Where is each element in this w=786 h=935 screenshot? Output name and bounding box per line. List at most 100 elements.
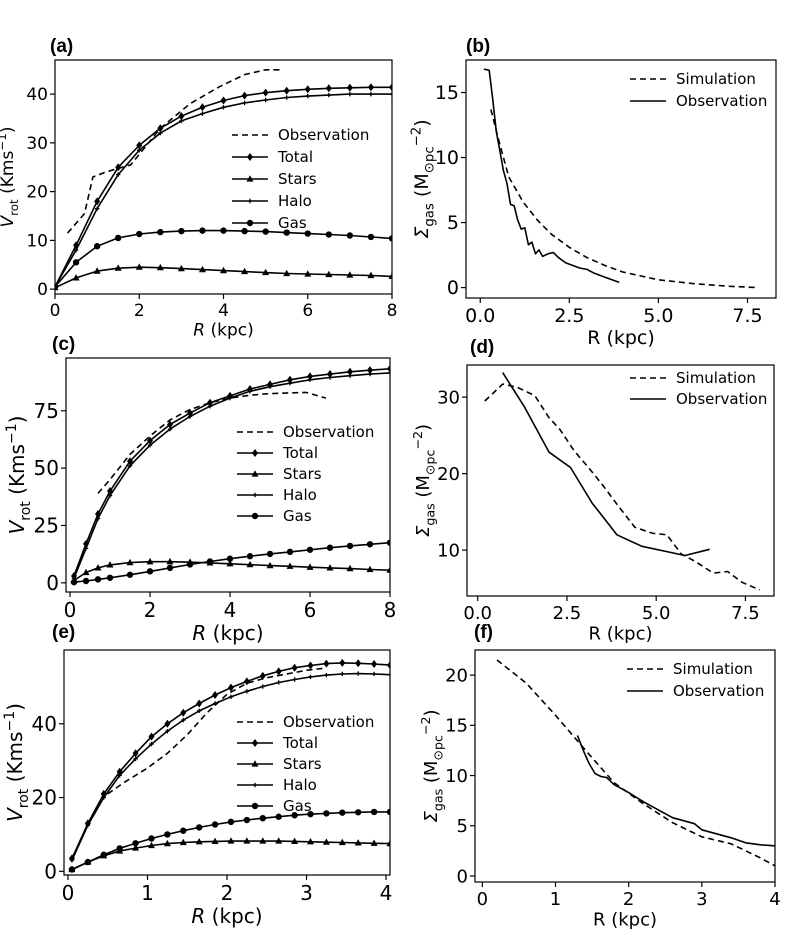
point-gas [195, 824, 203, 831]
point-halo [327, 375, 333, 380]
point-gas [388, 235, 392, 242]
point-halo [73, 247, 79, 253]
legend-label-halo: Halo [278, 192, 312, 210]
x-tick-label: 0 [50, 301, 61, 321]
point-total [148, 732, 155, 741]
point-halo [387, 672, 390, 677]
point-gas [82, 577, 90, 585]
point-halo [292, 677, 297, 682]
point-total [275, 667, 282, 676]
point-stars [135, 263, 143, 270]
y-axis-label: Vrot (Kms−1) [4, 416, 34, 535]
panel-c: (c) 0 2 4 6 8 0 25 50 75 R (kpc) Vrot (Kms−1) Observ… [4, 334, 396, 645]
point-halo [147, 442, 153, 448]
point-halo [284, 95, 289, 100]
point-total [227, 683, 234, 692]
point-stars [166, 557, 174, 565]
point-halo [263, 97, 268, 103]
point-total [167, 420, 173, 429]
point-halo [137, 147, 142, 153]
series-stars [68, 837, 390, 873]
panel-label-c: (c) [52, 334, 75, 355]
point-gas [307, 810, 314, 818]
point-total [367, 366, 373, 375]
point-stars [283, 269, 291, 277]
point-halo [308, 674, 313, 680]
point-total [147, 436, 153, 445]
point-total [241, 91, 248, 100]
point-gas [283, 229, 290, 236]
legend-marker-stars [251, 760, 259, 767]
x-tick-label: 2 [134, 301, 145, 321]
line-gas [73, 541, 390, 583]
y-axis-label: Σgas (M⊙pc−2) [410, 424, 438, 537]
point-stars [354, 839, 362, 846]
line-simulation [496, 659, 775, 867]
point-total [339, 658, 346, 667]
point-stars [211, 837, 219, 845]
x-tick-label: 2.5 [554, 305, 584, 327]
point-stars [72, 274, 80, 281]
point-gas [180, 827, 187, 834]
line-simulation [490, 109, 759, 289]
y-tick-label: 40 [26, 85, 48, 105]
point-gas [243, 816, 251, 824]
point-gas [367, 233, 375, 241]
point-total [367, 83, 374, 92]
point-stars [114, 264, 122, 271]
point-halo [324, 672, 329, 678]
y-tick-label: 30 [26, 134, 48, 154]
line-observation [97, 391, 327, 494]
x-tick-label: 3 [300, 881, 313, 905]
point-gas [178, 227, 185, 235]
legend-label-total: Total [277, 148, 313, 166]
point-gas [262, 228, 269, 235]
point-stars [132, 844, 140, 851]
legend-marker-gas [251, 512, 259, 520]
point-gas [323, 810, 330, 817]
y-tick-label: 0 [447, 277, 459, 299]
point-halo [200, 111, 205, 116]
legend-label-observation: Observation [283, 713, 374, 731]
point-stars [195, 838, 203, 845]
point-halo [181, 717, 186, 723]
legend: Simulation Observation [627, 660, 764, 700]
panel-d: (d) 0.0 2.5 5.0 7.5 10 20 30 R (kpc) Σgas (M⊙pc−2… [410, 337, 775, 645]
point-gas [55, 283, 59, 290]
point-gas [84, 858, 92, 866]
point-total [259, 671, 266, 680]
legend-marker-gas [246, 219, 254, 227]
series-simulation [484, 383, 761, 591]
legend-marker-stars [246, 175, 254, 182]
y-tick-label: 5 [457, 816, 468, 837]
x-axis-label: R (kpc) [193, 321, 253, 341]
point-total [346, 83, 353, 92]
y-tick-label: 10 [445, 766, 468, 787]
point-total [196, 699, 203, 708]
point-total [389, 83, 392, 92]
point-total [212, 691, 219, 699]
y-axis-label: Vrot (Kms−1) [0, 127, 21, 228]
point-gas [370, 808, 378, 816]
legend-label-observation: Observation [673, 682, 764, 700]
point-total [287, 375, 293, 384]
x-axis-label: R (kpc) [587, 327, 655, 349]
series-total [55, 83, 392, 291]
x-tick-label: 7.5 [732, 305, 762, 327]
point-stars [326, 564, 334, 571]
x-tick-label: 5.0 [643, 305, 673, 327]
legend-label-gas: Gas [278, 214, 307, 232]
point-gas [164, 831, 171, 838]
point-gas [339, 809, 346, 816]
y-tick-label: 20 [437, 464, 460, 485]
legend-label-stars: Stars [278, 170, 317, 188]
x-tick-label: 2 [221, 881, 234, 905]
point-halo [69, 858, 75, 863]
legend-label-gas: Gas [283, 507, 312, 525]
y-tick-label: 20 [26, 183, 48, 203]
point-stars [226, 559, 234, 567]
plot-frame [474, 649, 776, 883]
point-halo [221, 105, 226, 110]
line-halo [73, 372, 390, 579]
x-tick-label: 4 [218, 301, 229, 321]
